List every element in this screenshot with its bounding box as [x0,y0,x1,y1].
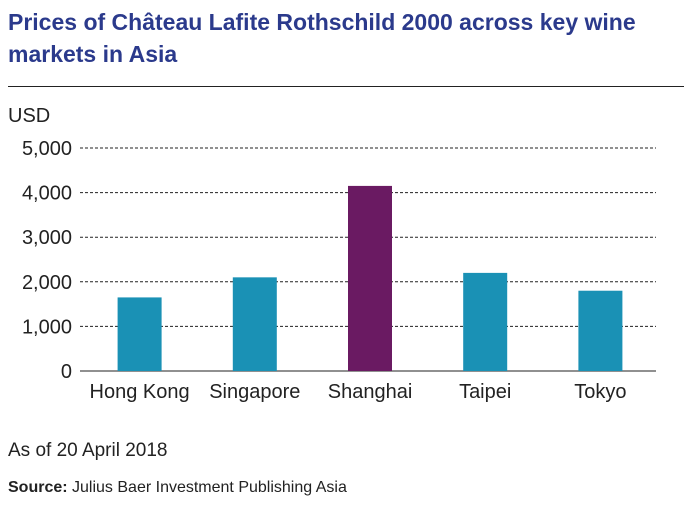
x-tick-labels: Hong Kong Singapore Shanghai Taipei Tokyo [90,381,627,403]
source-label: Source: [8,479,68,496]
bar-taipei [463,272,508,371]
y-tick-label: 5,000 [22,138,72,160]
bar-chart: USD 0 1,000 2,000 3,000 4,000 5,000 Hong Kong… [8,105,656,403]
source-line: Source: Julius Baer Investment Publishin… [8,479,347,497]
y-tick-label: 3,000 [22,227,72,249]
x-tick-label: Singapore [209,381,300,403]
date-note: As of 20 April 2018 [8,440,168,461]
y-axis-label: USD [8,105,50,127]
bar-tokyo [578,290,623,371]
title-divider [8,86,684,87]
bar-hong-kong [117,297,162,371]
x-tick-label: Hong Kong [90,381,190,403]
bar-shanghai [348,185,392,371]
y-tick-label: 4,000 [22,183,72,205]
source-text: Julius Baer Investment Publishing Asia [67,479,347,496]
y-tick-labels: 0 1,000 2,000 3,000 4,000 5,000 [22,138,72,383]
y-tick-label: 1,000 [22,316,72,338]
bars [117,185,623,371]
bar-singapore [232,277,277,371]
x-tick-label: Shanghai [328,381,413,403]
x-tick-label: Tokyo [574,381,626,403]
x-tick-label: Taipei [459,381,511,403]
y-tick-label: 0 [61,361,72,383]
chart-title: Prices of Château Lafite Rothschild 2000… [8,9,636,67]
y-tick-label: 2,000 [22,272,72,294]
